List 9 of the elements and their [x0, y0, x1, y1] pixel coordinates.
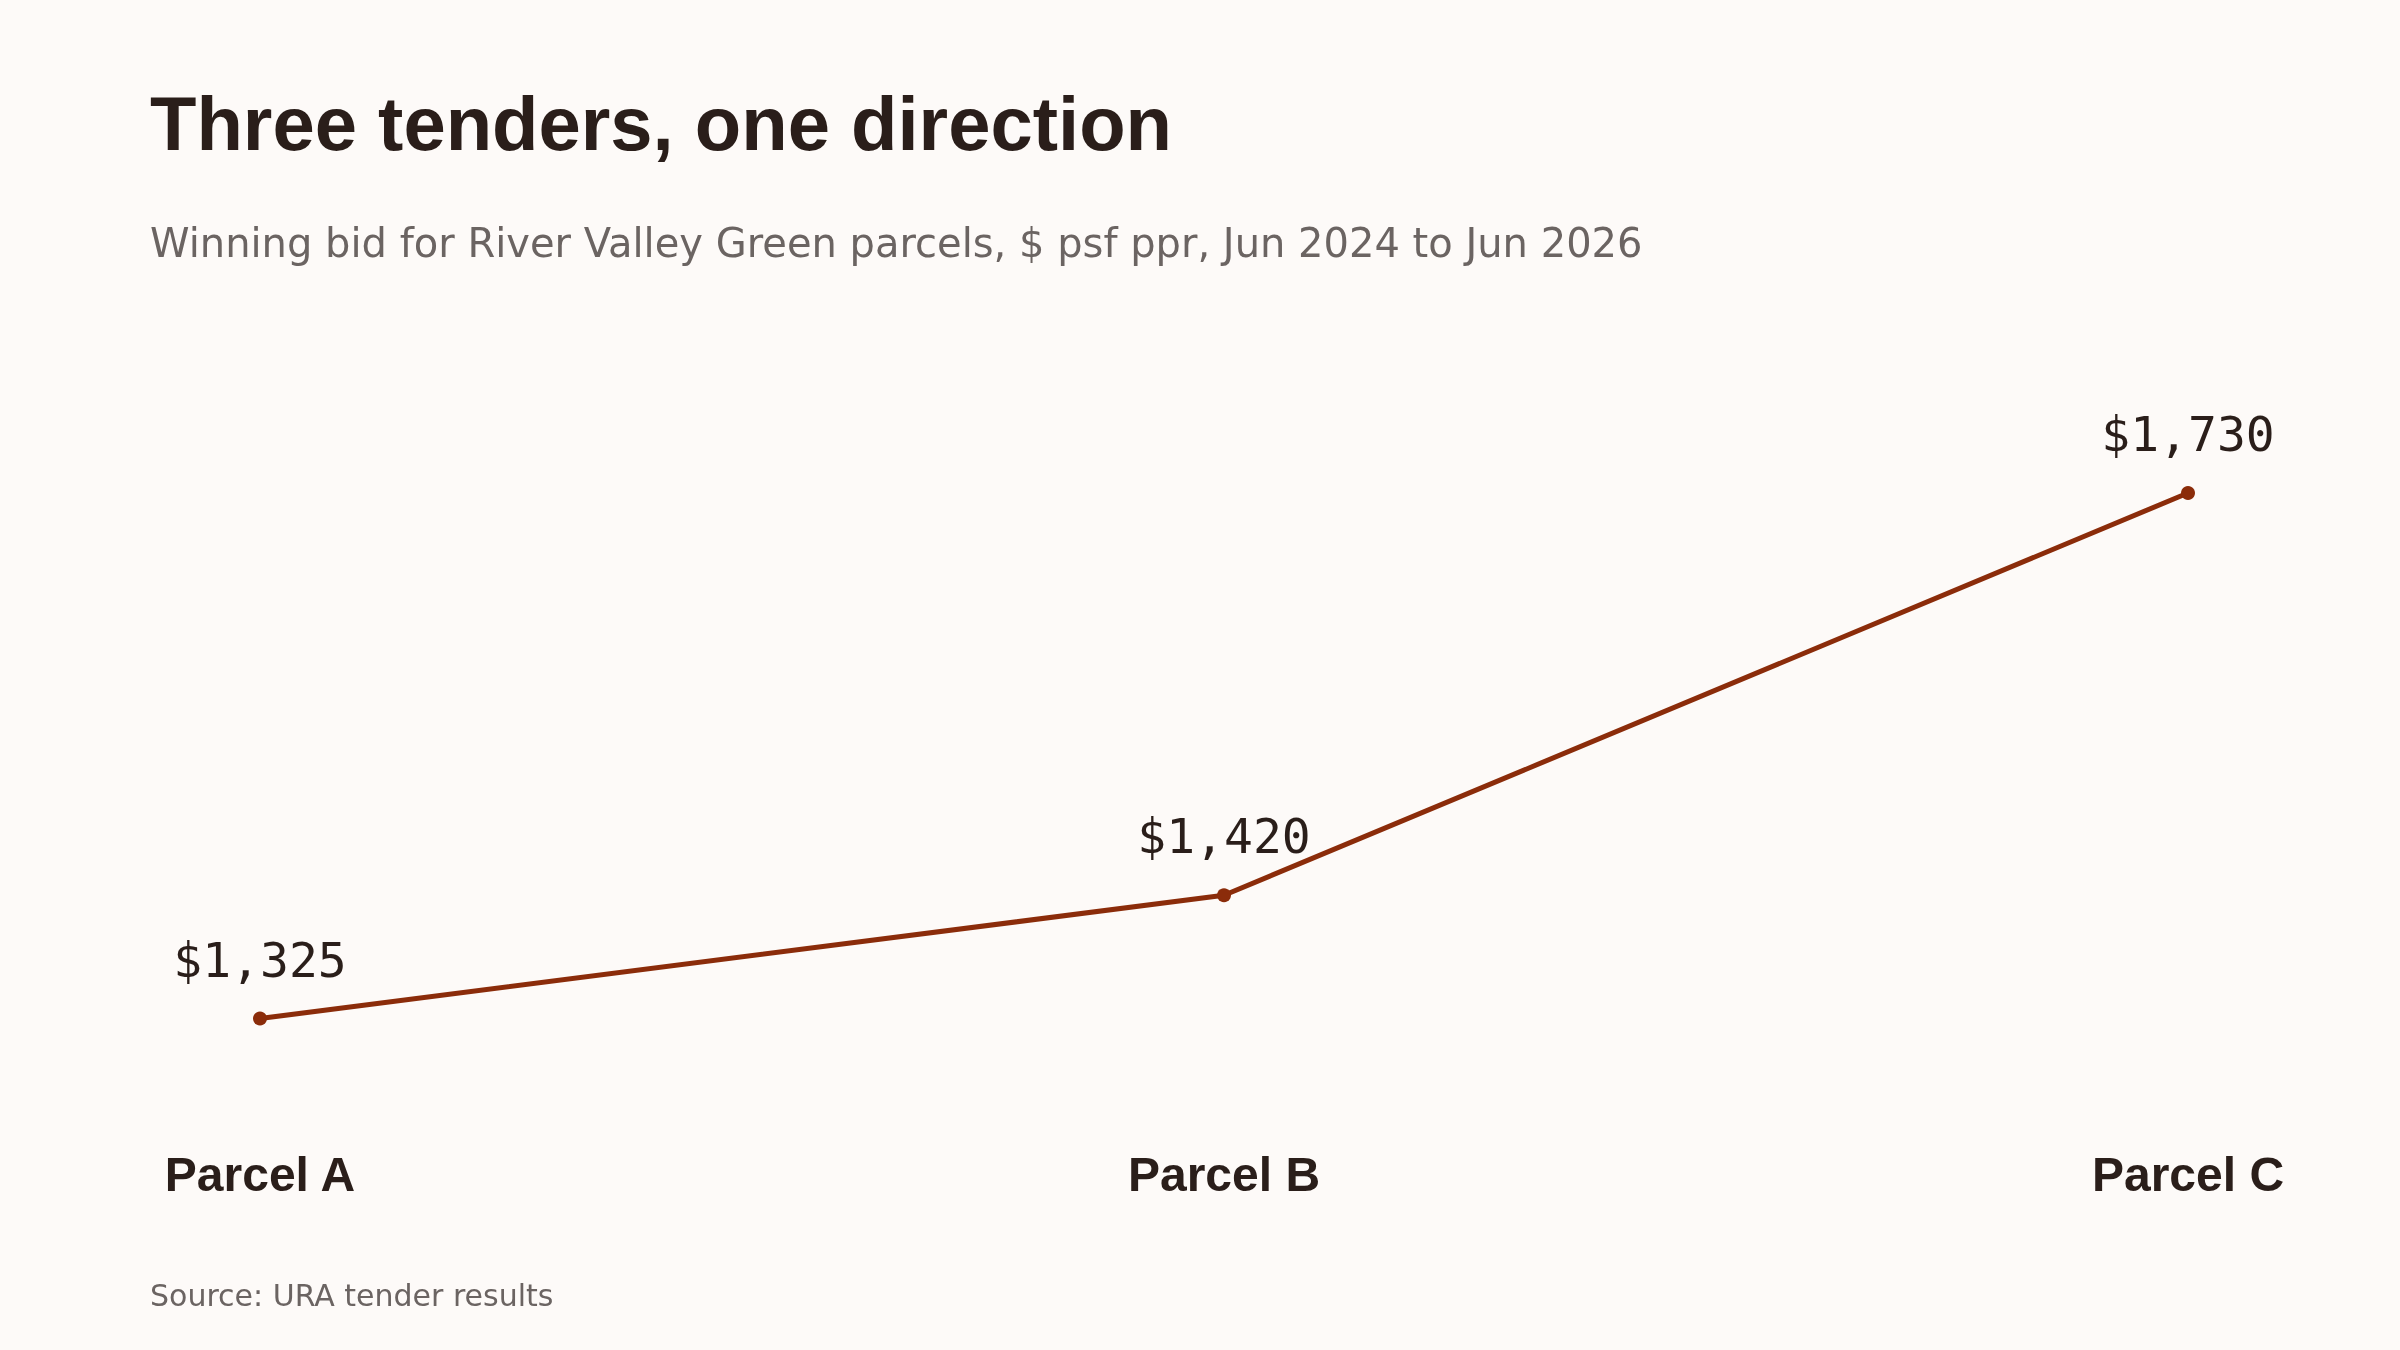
x-tick-label: Parcel C: [2091, 1147, 2285, 1201]
chart-subtitle: Winning bid for River Valley Green parcels, $ psf ppr, Jun 2024 to Jun 2026: [150, 220, 1643, 266]
chart-title: Three tenders, one direction: [150, 80, 1172, 166]
data-label: $1,325: [173, 931, 347, 988]
data-label: $1,730: [2101, 406, 2275, 463]
x-tick-label: Parcel A: [164, 1147, 356, 1201]
x-tick-label: Parcel B: [1127, 1147, 1321, 1201]
source-note: Source: URA tender results: [150, 1277, 554, 1313]
data-label: $1,420: [1137, 808, 1311, 865]
